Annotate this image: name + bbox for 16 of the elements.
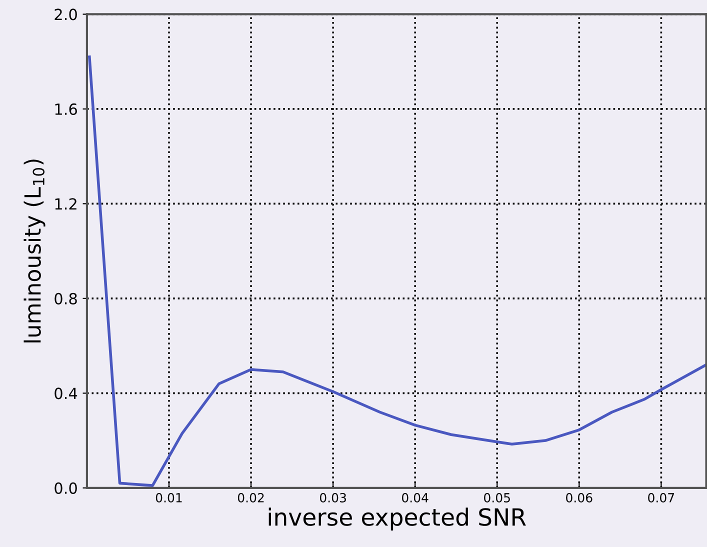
y-axis-title: luminousity (L$_{10}$)	[24, 160, 46, 342]
y-tick-label: 2.0	[54, 8, 77, 20]
x-tick-label: 0.02	[238, 493, 264, 502]
x-tick-label: 0.03	[320, 493, 346, 502]
y-tick-label: 1.2	[55, 198, 76, 210]
y-tick-label: 0.4	[54, 388, 78, 400]
y-tick-label: 0.0	[54, 482, 77, 494]
x-tick-label: 0.04	[402, 493, 428, 502]
x-tick-label: 0.06	[566, 493, 592, 502]
line-series	[88, 55, 706, 487]
y-tick-label: 1.6	[55, 103, 77, 115]
x-tick-label: 0.05	[484, 493, 510, 502]
y-tick-label: 0.8	[54, 292, 77, 304]
x-axis-title: inverse expected SNR	[268, 508, 526, 531]
x-tick-label: 0.01	[156, 493, 182, 502]
x-tick-label: 0.07	[648, 493, 674, 502]
